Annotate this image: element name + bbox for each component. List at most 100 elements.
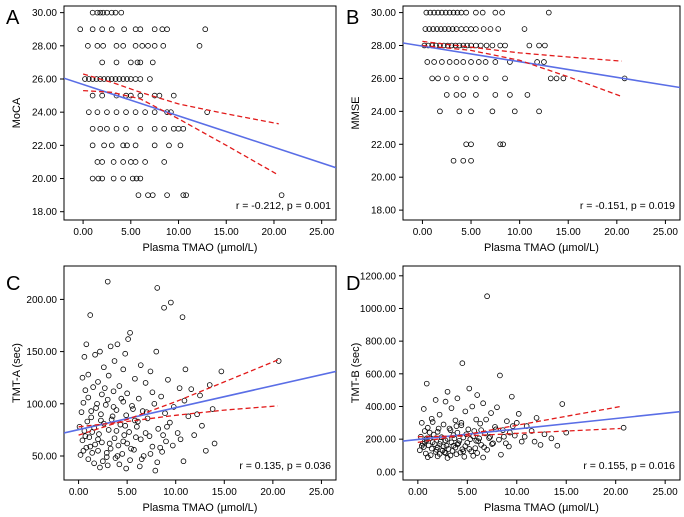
chart-3-data-point: [467, 436, 474, 442]
chart-2-y-tick-label: 50.00: [32, 451, 57, 462]
chart-3-data-point: [480, 454, 486, 461]
chart-0-data-point: [170, 125, 177, 132]
chart-2-data-point: [89, 429, 95, 435]
chart-0-data-point: [85, 43, 91, 49]
chart-2-x-tick-label: 5.00: [117, 487, 137, 498]
chart-3-data-point: [440, 443, 447, 450]
chart-2-data-point: [85, 394, 92, 401]
chart-2-data-point: [275, 358, 282, 364]
chart-0-y-tick-label: 24.00: [32, 108, 57, 119]
chart-2-data-point: [111, 358, 118, 364]
chart-0-data-point: [137, 26, 144, 33]
chart-3-data-point: [554, 442, 561, 449]
chart-2-data-point: [153, 348, 160, 355]
chart-0-data-point: [121, 26, 127, 33]
chart-1-x-tick-label: 15.00: [556, 227, 581, 238]
chart-2-data-point: [129, 403, 135, 409]
chart-2-data-point: [194, 411, 200, 418]
chart-1-marks: [403, 9, 680, 164]
chart-1-data-point: [443, 75, 450, 82]
chart-1-y-tick-label: 18.00: [371, 206, 396, 217]
chart-2-data-point: [97, 348, 103, 355]
chart-1-data-point: [423, 9, 430, 16]
chart-3-x-tick-label: 20.00: [603, 487, 628, 498]
chart-0-y-tick-label: 28.00: [32, 41, 57, 52]
chart-0-data-point: [89, 142, 96, 149]
chart-1-data-point: [553, 75, 560, 82]
chart-1-data-point: [453, 92, 460, 98]
chart-2-data-point: [126, 429, 132, 435]
chart-1-data-point: [468, 141, 474, 148]
chart-2-data-point: [174, 430, 181, 436]
chart-2-panel-letter: C: [6, 273, 20, 295]
chart-0-data-point: [132, 43, 139, 49]
chart-1-data-point: [424, 59, 431, 65]
chart-0-data-point: [175, 125, 182, 132]
chart-0-data-point: [159, 26, 166, 33]
chart-3-data-point: [465, 426, 472, 433]
chart-1-data-point: [463, 26, 469, 32]
chart-2-data-point: [122, 350, 128, 357]
chart-0-data-point: [108, 142, 115, 149]
chart-2-data-point: [106, 440, 113, 447]
chart-3-data-point: [494, 404, 500, 411]
chart-2-data-point: [95, 436, 101, 443]
chart-0-data-point: [170, 92, 177, 99]
chart-2-data-point: [151, 400, 158, 407]
chart-3-data-point: [432, 397, 439, 403]
chart-3-data-point: [460, 448, 467, 455]
chart-1-data-point: [536, 42, 542, 49]
chart-0-data-point: [151, 109, 158, 115]
chart-0-data-point: [164, 192, 170, 198]
chart-3-data-point: [441, 449, 448, 456]
chart-1-data-point: [438, 26, 444, 32]
chart-1-x-tick-label: 20.00: [604, 227, 629, 238]
chart-2-data-point: [134, 423, 140, 430]
chart-0-data-point: [139, 43, 146, 49]
chart-1-data-point: [446, 9, 453, 16]
chart-1-data-point: [437, 108, 443, 115]
chart-1-data-point: [473, 9, 479, 16]
chart-2-data-point: [123, 412, 129, 419]
chart-0-data-point: [100, 9, 106, 16]
chart-1-data-point: [476, 59, 482, 65]
chart-3-data-point: [433, 446, 440, 453]
chart-0-x-tick-label: 10.00: [166, 227, 191, 238]
chart-2-data-point: [110, 388, 117, 395]
chart-3-data-point: [533, 415, 540, 421]
chart-3-data-point: [501, 433, 507, 440]
chart-2-data-point: [168, 299, 174, 306]
chart-3-data-point: [498, 451, 504, 458]
chart-0-correlation-annotation: r = -0.212, p = 0.001: [236, 200, 331, 212]
chart-2-data-point: [104, 396, 111, 403]
chart-0-data-point: [151, 142, 158, 149]
chart-0-data-point: [99, 92, 105, 99]
chart-1-data-point: [536, 108, 542, 115]
chart-1-data-point: [429, 75, 435, 82]
chart-0-data-point: [108, 26, 115, 33]
chart-3-data-point: [620, 424, 627, 431]
chart-0-data-point: [116, 76, 123, 82]
chart-0-x-tick-label: 20.00: [261, 227, 286, 238]
chart-3-data-point: [450, 442, 457, 449]
chart-2-data-point: [85, 371, 92, 378]
chart-3-data-point: [421, 428, 428, 434]
chart-0-data-point: [147, 76, 153, 82]
chart-1-data-point: [443, 92, 450, 98]
chart-0-data-point: [202, 26, 209, 33]
chart-3-data-point: [424, 424, 431, 431]
chart-3-data-point: [484, 293, 490, 300]
chart-2-data-point: [203, 447, 209, 454]
chart-2-data-point: [144, 415, 151, 422]
chart-0-data-point: [120, 159, 126, 165]
chart-1-data-point: [460, 157, 467, 164]
chart-0-ci-lower-line: [83, 89, 280, 176]
chart-0-data-point: [180, 125, 187, 132]
chart-1-data-point: [446, 59, 453, 65]
chart-2-data-point: [206, 382, 213, 388]
chart-3-data-point: [515, 411, 522, 417]
chart-1-plot-frame: [402, 5, 681, 221]
chart-0-data-point: [108, 76, 115, 82]
chart-1-data-point: [456, 108, 463, 115]
chart-0-data-point: [99, 59, 105, 66]
